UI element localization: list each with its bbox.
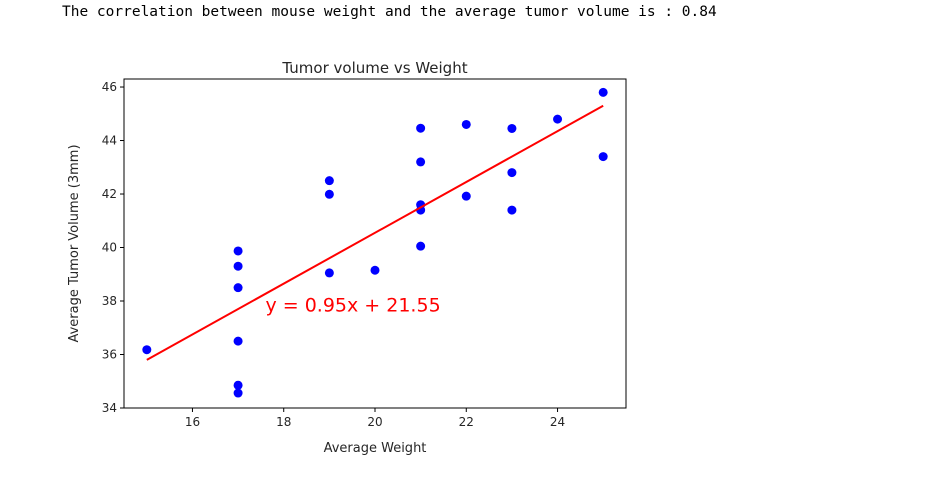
scatter-point xyxy=(507,123,517,133)
scatter-point xyxy=(416,241,426,251)
plot-area xyxy=(142,87,608,398)
scatter-point xyxy=(416,157,426,167)
scatter-point xyxy=(416,123,426,133)
x-tick-label: 22 xyxy=(459,415,474,429)
scatter-point xyxy=(324,189,334,199)
y-tick-label: 40 xyxy=(102,241,117,255)
correlation-output: The correlation between mouse weight and… xyxy=(62,4,717,20)
x-tick-label: 16 xyxy=(185,415,200,429)
y-axis-label: Average Tumor Volume (3mm) xyxy=(67,144,82,342)
chart-title: Tumor volume vs Weight xyxy=(281,59,467,77)
axes-frame xyxy=(123,78,627,409)
scatter-point xyxy=(461,191,471,201)
y-tick-label: 38 xyxy=(102,294,117,308)
scatter-point xyxy=(461,119,471,129)
scatter-point xyxy=(553,114,563,124)
scatter-point xyxy=(598,87,608,97)
scatter-point xyxy=(370,265,380,275)
scatter-point xyxy=(598,152,608,162)
x-tick-label: 24 xyxy=(550,415,565,429)
x-tick-label: 18 xyxy=(276,415,291,429)
x-tick-label: 20 xyxy=(367,415,382,429)
y-axis: 34 36 38 40 42 44 46 xyxy=(102,80,124,415)
y-tick-label: 34 xyxy=(102,401,117,415)
scatter-point xyxy=(324,268,334,278)
y-tick-label: 44 xyxy=(102,134,117,148)
scatter-point xyxy=(233,261,243,271)
scatter-point xyxy=(233,246,243,256)
regression-equation-label: y = 0.95x + 21.55 xyxy=(265,295,440,317)
scatter-point xyxy=(142,345,152,355)
x-axis-label: Average Weight xyxy=(324,441,427,456)
x-axis: 16 18 20 22 24 xyxy=(185,408,565,429)
scatter-point xyxy=(233,283,243,293)
scatter-point xyxy=(507,205,517,215)
scatter-point xyxy=(233,380,243,390)
y-tick-label: 36 xyxy=(102,348,117,362)
scatter-point xyxy=(507,168,517,178)
regression-line xyxy=(146,104,604,361)
y-tick-label: 46 xyxy=(102,80,117,94)
scatter-point xyxy=(233,388,243,398)
scatter-point xyxy=(233,336,243,346)
y-tick-label: 42 xyxy=(102,187,117,201)
scatter-point xyxy=(324,176,334,186)
